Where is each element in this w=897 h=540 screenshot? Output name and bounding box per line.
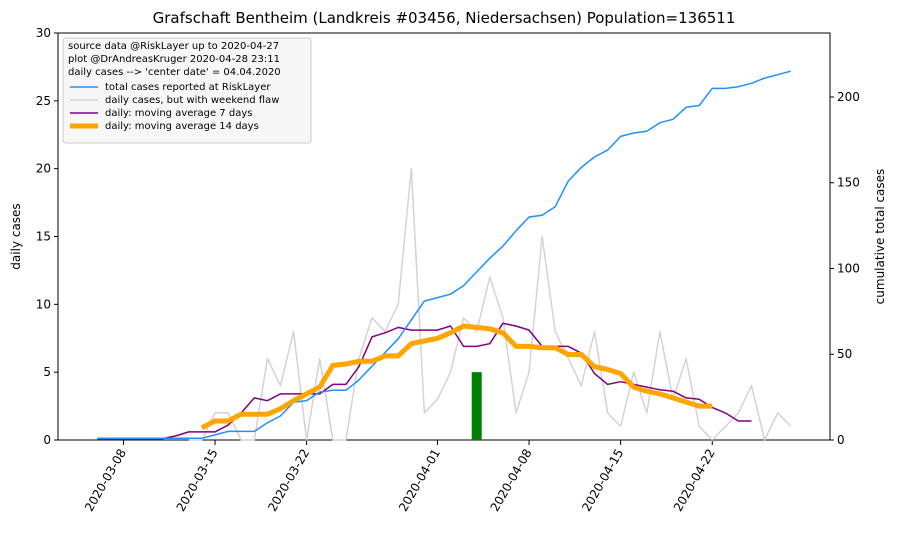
y2-tick-label: 200: [837, 90, 860, 104]
legend-note: source data @RiskLayer up to 2020-04-27: [68, 41, 279, 52]
legend-label: daily: moving average 7 days: [105, 108, 252, 119]
y2-tick-label: 150: [837, 176, 860, 190]
series-line: [97, 70, 791, 440]
y-tick-label: 10: [36, 297, 51, 311]
y2-axis-label: cumulative total cases: [873, 169, 887, 305]
x-tick-label: 2020-04-01: [396, 447, 443, 514]
series-line: [200, 323, 713, 431]
series-line: [188, 167, 792, 441]
y-tick-label: 30: [36, 26, 51, 40]
legend-label: daily cases, but with weekend flaw: [105, 95, 279, 106]
y2-tick-label: 0: [837, 433, 845, 447]
legend-label: total cases reported at RiskLayer: [105, 82, 271, 93]
x-tick-label: 2020-04-15: [579, 447, 626, 514]
y2-tick-label: 50: [837, 347, 852, 361]
y2-tick-label: 100: [837, 261, 860, 275]
legend-label: daily: moving average 14 days: [105, 121, 259, 132]
x-tick-label: 2020-04-22: [671, 447, 718, 514]
x-tick-label: 2020-03-08: [82, 447, 129, 514]
marker-bar: [471, 372, 482, 440]
series-line: [97, 322, 752, 440]
legend-box: [62, 37, 312, 144]
legend-note: plot @DrAndreasKruger 2020-04-28 23:11: [68, 54, 280, 65]
legend-note: daily cases --> 'center date' = 04.04.20…: [68, 67, 281, 78]
x-tick-label: 2020-04-08: [488, 447, 535, 514]
y-tick-label: 25: [36, 94, 51, 108]
y-tick-label: 5: [43, 365, 51, 379]
y-axis-label: daily cases: [9, 203, 23, 269]
chart-title: Grafschaft Bentheim (Landkreis #03456, N…: [153, 9, 736, 27]
x-tick-label: 2020-03-22: [265, 447, 312, 514]
y-tick-label: 20: [36, 162, 51, 176]
y-tick-label: 0: [43, 433, 51, 447]
y-tick-label: 15: [36, 230, 51, 244]
x-tick-label: 2020-03-15: [174, 447, 221, 514]
